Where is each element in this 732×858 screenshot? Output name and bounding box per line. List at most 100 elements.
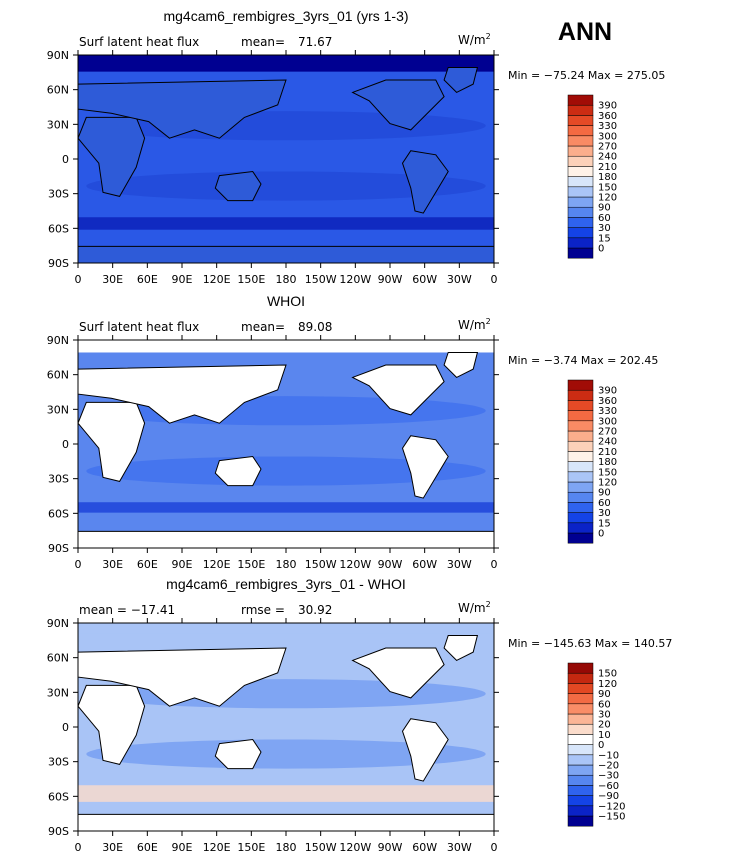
- x-tick-label: 120W: [339, 273, 371, 286]
- colorbar-swatch: [567, 237, 594, 249]
- colorbar-swatch: [567, 227, 594, 239]
- x-tick-label: 90E: [172, 558, 193, 571]
- y-tick-label: 90S: [48, 825, 69, 838]
- colorbar-swatch: [567, 662, 594, 674]
- x-tick-label: 0: [491, 273, 498, 286]
- continent-antarctica: [77, 530, 495, 549]
- colorbar-swatch: [567, 774, 594, 786]
- continent-australia: [214, 170, 262, 202]
- panel-mid-value: 89.08: [298, 320, 332, 334]
- colorbar-swatch: [567, 723, 594, 735]
- x-tick-label: 90E: [172, 841, 193, 854]
- colorbar-swatch: [567, 502, 594, 513]
- x-tick-label: 30W: [447, 273, 472, 286]
- x-tick-label: 0: [491, 841, 498, 854]
- colorbar-swatch: [567, 115, 594, 126]
- x-tick-label: 30W: [447, 841, 472, 854]
- x-tick-label: 150E: [237, 273, 265, 286]
- panel-mid-label: mean=: [241, 35, 285, 49]
- y-tick-label: 60N: [47, 84, 69, 97]
- continent-australia: [214, 738, 262, 770]
- colorbar-label: 210: [598, 162, 617, 173]
- colorbar-swatch: [567, 713, 594, 725]
- colorbar-label: 30: [598, 710, 611, 721]
- colorbar-swatch: [567, 155, 594, 167]
- colorbar-label: 90: [598, 488, 611, 499]
- x-tick-label: 90W: [378, 273, 403, 286]
- x-tick-label: 120W: [339, 841, 371, 854]
- x-tick-label: 120W: [339, 558, 371, 571]
- colorbar-swatch: [567, 94, 594, 106]
- continent-africa: [77, 116, 146, 197]
- colorbar-swatch: [567, 440, 594, 452]
- colorbar-label: −150: [598, 812, 625, 823]
- y-tick-label: 90S: [48, 257, 69, 270]
- continent-south-america: [401, 718, 449, 782]
- min-max-stats: Min = −145.63 Max = 140.57: [508, 637, 672, 650]
- field-texture: [77, 623, 495, 832]
- x-tick-label: 60W: [412, 273, 437, 286]
- x-tick-label: 0: [75, 841, 82, 854]
- x-tick-label: 90E: [172, 273, 193, 286]
- colorbar-label: 90: [598, 203, 611, 214]
- colorbar-swatch: [567, 683, 594, 694]
- x-tick-label: 120E: [203, 273, 231, 286]
- y-tick-label: 60S: [48, 507, 69, 520]
- colorbar-label: 300: [598, 131, 617, 142]
- colorbar-label: 210: [598, 447, 617, 458]
- colorbar-label: 60: [598, 498, 611, 509]
- continent-africa: [77, 684, 146, 765]
- colorbar-label: 60: [598, 699, 611, 710]
- y-tick-label: 90S: [48, 542, 69, 555]
- colorbar-swatch: [567, 104, 594, 116]
- x-tick-label: 30E: [102, 273, 123, 286]
- ocean-band: [86, 739, 486, 769]
- colorbar-label: 30: [598, 508, 611, 519]
- x-tick-label: 60W: [412, 841, 437, 854]
- panel-mid-label: rmse =: [241, 603, 285, 617]
- continent-greenland: [443, 352, 479, 379]
- panel-obs: WHOI Surf latent heat flux mean= 89.08 W…: [47, 293, 659, 571]
- x-tick-label: 180: [276, 841, 297, 854]
- colorbar-swatch: [567, 764, 594, 776]
- x-tick-label: 90W: [378, 841, 403, 854]
- colorbar-label: 270: [598, 142, 617, 153]
- colorbar-label: 30: [598, 223, 611, 234]
- y-tick-label: 90N: [47, 49, 69, 62]
- continent-australia: [214, 455, 262, 487]
- colorbar-label: 330: [598, 121, 617, 132]
- colorbar-swatch: [567, 522, 594, 534]
- colorbar-swatch: [567, 785, 594, 796]
- colorbar-label: 180: [598, 172, 617, 183]
- x-tick-label: 0: [75, 558, 82, 571]
- y-tick-label: 30N: [47, 403, 69, 416]
- colorbar-label: −90: [598, 791, 619, 802]
- colorbar-label: 60: [598, 213, 611, 224]
- polar-band-north: [78, 340, 494, 353]
- season-label: ANN: [558, 18, 612, 46]
- colorbar-label: −60: [598, 781, 619, 792]
- colorbar-swatch: [567, 125, 594, 137]
- y-tick-label: 60S: [48, 790, 69, 803]
- colorbar-swatch: [567, 176, 594, 188]
- continent-eurasia: [77, 364, 287, 424]
- colorbar-label: −30: [598, 771, 619, 782]
- y-tick-label: 30N: [47, 686, 69, 699]
- colorbar-swatch: [567, 481, 594, 493]
- colorbar-swatch: [567, 451, 594, 462]
- colorbar-swatch: [567, 379, 594, 391]
- southern-ocean-band: [78, 217, 494, 230]
- continent-north-america: [351, 79, 445, 131]
- southern-ocean-band: [78, 502, 494, 513]
- colorbar-label: 150: [598, 467, 617, 478]
- panel-mid-value: 71.67: [298, 35, 332, 49]
- colorbar-swatch: [567, 166, 594, 177]
- colorbar-swatch: [567, 420, 594, 432]
- continent-antarctica: [77, 813, 495, 832]
- colorbar-label: 120: [598, 679, 617, 690]
- colorbar-swatch: [567, 795, 594, 807]
- x-tick-label: 150W: [305, 841, 337, 854]
- colorbar-swatch: [567, 744, 594, 756]
- colorbar-label: 0: [598, 740, 604, 751]
- colorbar-swatch: [567, 461, 594, 473]
